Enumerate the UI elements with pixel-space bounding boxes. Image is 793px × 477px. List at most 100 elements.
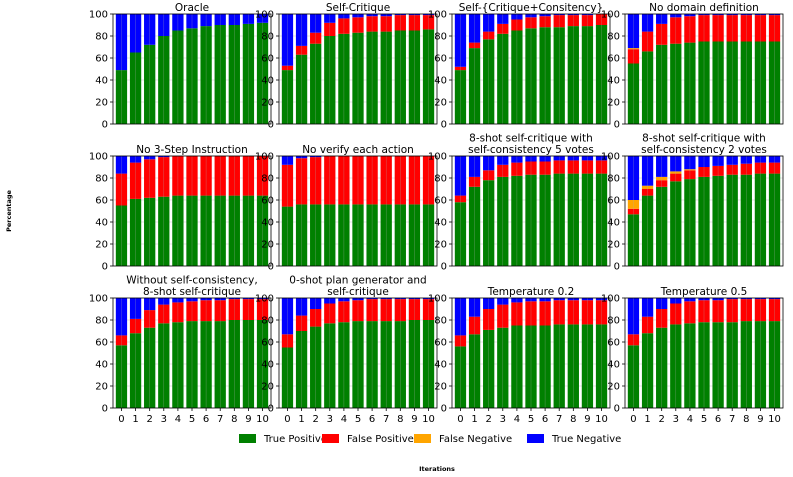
panel-title: Self-{Critique+Consitency} bbox=[459, 2, 604, 14]
legend-label: True Negative bbox=[551, 434, 621, 445]
subplot-panel: 0 20 40 60 80 100 8-shot self-critique withsel… bbox=[428, 133, 611, 273]
y-tick-label: 20 bbox=[607, 98, 620, 109]
panel-title: No verify each action bbox=[302, 144, 414, 156]
y-tick-label: 40 bbox=[261, 76, 274, 87]
subplot-panel: 0 20 40 60 80 100 Self-{Critique+Consitency} bbox=[428, 2, 611, 131]
panel-title: 8-shot self-critique with bbox=[469, 133, 593, 145]
x-tick-label: 7 bbox=[383, 414, 389, 425]
x-tick-label: 1 bbox=[132, 414, 138, 425]
subplot-grid: 020406080100Oracle020406080100Self-Criti… bbox=[89, 2, 784, 425]
x-tick-label: 6 bbox=[203, 414, 209, 425]
x-tick-label: 10 bbox=[256, 414, 269, 425]
x-tick-label: 8 bbox=[397, 414, 403, 425]
y-tick-label: 80 bbox=[607, 32, 620, 43]
y-tick-label: 80 bbox=[607, 316, 620, 327]
x-tick-label: 0 bbox=[630, 414, 636, 425]
y-tick-label: 0 bbox=[268, 262, 274, 273]
axes-frame bbox=[278, 155, 438, 267]
y-tick-label: 100 bbox=[428, 152, 447, 163]
y-tick-label: 80 bbox=[261, 32, 274, 43]
y-tick-label: 20 bbox=[95, 98, 108, 109]
axes-frame bbox=[278, 297, 438, 409]
y-tick-label: 0 bbox=[268, 120, 274, 131]
y-tick-label: 0 bbox=[441, 404, 447, 415]
x-tick-label: 2 bbox=[485, 414, 491, 425]
panel-title: No domain definition bbox=[649, 2, 759, 14]
x-tick-label: 7 bbox=[217, 414, 223, 425]
panel-title: Temperature 0.2 bbox=[487, 286, 575, 298]
legend-swatch bbox=[322, 434, 339, 443]
y-tick-label: 80 bbox=[607, 174, 620, 185]
x-tick-label: 4 bbox=[687, 414, 693, 425]
x-tick-label: 9 bbox=[757, 414, 763, 425]
y-tick-label: 80 bbox=[95, 174, 108, 185]
axes-frame bbox=[112, 155, 272, 267]
x-tick-label: 1 bbox=[298, 414, 304, 425]
y-tick-label: 40 bbox=[607, 76, 620, 87]
legend-label: False Negative bbox=[439, 434, 512, 445]
y-tick-label: 40 bbox=[434, 360, 447, 371]
y-tick-label: 40 bbox=[95, 360, 108, 371]
x-tick-label: 9 bbox=[245, 414, 251, 425]
y-tick-label: 40 bbox=[607, 218, 620, 229]
y-tick-label: 60 bbox=[95, 338, 108, 349]
y-tick-label: 100 bbox=[89, 152, 108, 163]
x-tick-label: 7 bbox=[556, 414, 562, 425]
x-tick-label: 10 bbox=[768, 414, 781, 425]
x-tick-label: 3 bbox=[161, 414, 167, 425]
axes-frame bbox=[624, 297, 784, 409]
x-tick-label: 3 bbox=[673, 414, 679, 425]
y-tick-label: 0 bbox=[614, 120, 620, 131]
axes-frame bbox=[112, 13, 272, 125]
y-tick-label: 100 bbox=[255, 10, 274, 21]
y-tick-label: 60 bbox=[607, 54, 620, 65]
panel-title: Temperature 0.5 bbox=[660, 286, 748, 298]
y-tick-label: 20 bbox=[607, 240, 620, 251]
x-tick-label: 7 bbox=[729, 414, 735, 425]
panel-title: self-consistency 2 votes bbox=[641, 144, 767, 156]
panel-title: 8-shot self-critique bbox=[143, 286, 241, 298]
y-tick-label: 60 bbox=[607, 196, 620, 207]
axes-frame bbox=[451, 155, 611, 267]
x-tick-label: 8 bbox=[570, 414, 576, 425]
panel-title: self-critique bbox=[327, 286, 389, 298]
y-tick-label: 100 bbox=[89, 10, 108, 21]
x-tick-label: 6 bbox=[542, 414, 548, 425]
x-tick-label: 2 bbox=[658, 414, 664, 425]
y-tick-label: 40 bbox=[261, 218, 274, 229]
y-tick-label: 60 bbox=[434, 196, 447, 207]
x-axis-label: Iterations bbox=[419, 465, 455, 473]
y-tick-label: 20 bbox=[261, 98, 274, 109]
y-tick-label: 0 bbox=[441, 262, 447, 273]
y-tick-label: 80 bbox=[261, 316, 274, 327]
y-tick-label: 40 bbox=[607, 360, 620, 371]
subplot-panel: 0 20 40 60 80 100 No verify each action bbox=[255, 144, 438, 273]
y-tick-label: 100 bbox=[601, 152, 620, 163]
y-tick-label: 0 bbox=[614, 262, 620, 273]
legend-label: False Positive bbox=[347, 434, 414, 445]
y-tick-label: 40 bbox=[434, 76, 447, 87]
legend-swatch bbox=[239, 434, 256, 443]
subplot-panel: 0 20 40 60 80 100 No 3-Step Instruction bbox=[89, 144, 272, 273]
y-tick-label: 20 bbox=[95, 382, 108, 393]
y-tick-label: 60 bbox=[261, 196, 274, 207]
y-tick-label: 100 bbox=[428, 294, 447, 305]
panel-title: 0-shot plan generator and bbox=[289, 275, 426, 287]
x-tick-label: 3 bbox=[500, 414, 506, 425]
y-tick-label: 60 bbox=[95, 196, 108, 207]
x-tick-label: 3 bbox=[327, 414, 333, 425]
axes-frame bbox=[451, 297, 611, 409]
x-tick-label: 0 bbox=[284, 414, 290, 425]
x-tick-label: 8 bbox=[231, 414, 237, 425]
x-tick-label: 0 bbox=[457, 414, 463, 425]
panel-title: self-consistency 5 votes bbox=[468, 144, 594, 156]
legend-swatch bbox=[414, 434, 431, 443]
x-tick-label: 10 bbox=[595, 414, 608, 425]
panel-title: Without self-consistency, bbox=[126, 275, 257, 287]
y-tick-label: 40 bbox=[95, 218, 108, 229]
axes-frame bbox=[624, 13, 784, 125]
